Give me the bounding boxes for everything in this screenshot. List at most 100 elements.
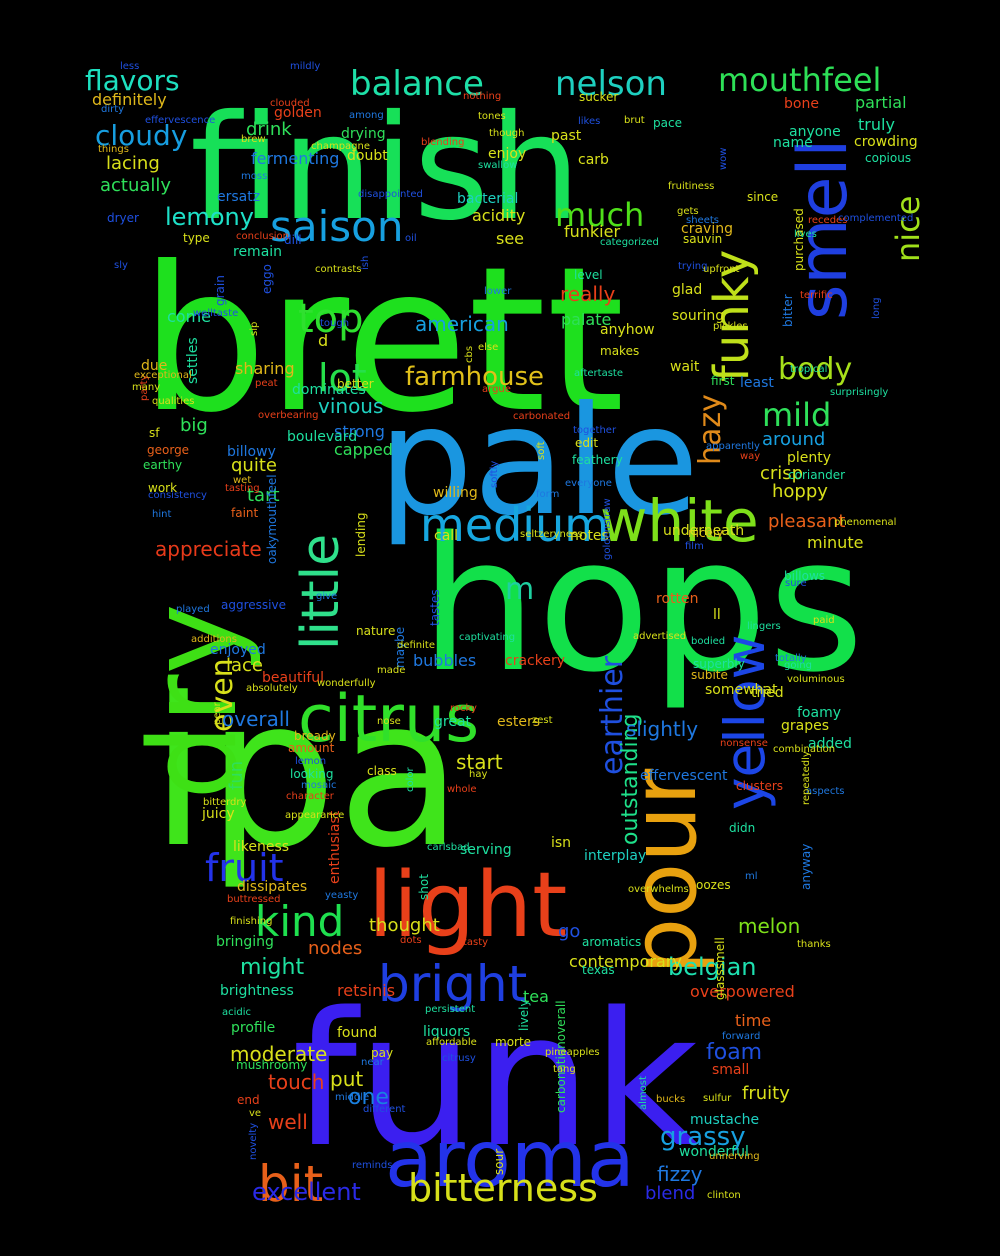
- word-aroma: aroma: [385, 1115, 635, 1206]
- word-brett: brett: [140, 224, 625, 457]
- word-lending: lending: [354, 512, 368, 558]
- word-sf: sf: [149, 426, 160, 441]
- word-shot: shot: [417, 874, 431, 900]
- word-name: name: [773, 134, 813, 151]
- word-faint: faint: [231, 506, 259, 521]
- word-definite: definite: [397, 639, 435, 651]
- word-nice: nice: [889, 195, 927, 262]
- word-disappointed: disappointed: [358, 188, 423, 200]
- word-funkier: funkier: [564, 221, 621, 241]
- word-enjoyed: enjoyed: [210, 641, 266, 658]
- word-body: body: [778, 352, 853, 388]
- word-better: better: [337, 377, 374, 392]
- word-tried: tried: [751, 684, 784, 701]
- word-hoppy: hoppy: [772, 481, 828, 503]
- word-work: work: [148, 481, 178, 496]
- word-nelson: nelson: [555, 64, 667, 105]
- word-terrific: terrific: [800, 289, 833, 301]
- word-white: white: [600, 487, 759, 556]
- word-beautiful: beautiful: [262, 669, 325, 686]
- word-bodied: bodied: [691, 635, 726, 647]
- word-excellent: excellent: [252, 1178, 361, 1207]
- word-type: type: [183, 231, 210, 246]
- word-pale: pale: [378, 375, 700, 549]
- word-nonsense: nonsense: [720, 737, 768, 749]
- word-quite: quite: [231, 455, 277, 477]
- word-crackery: crackery: [505, 652, 565, 669]
- word-totally: totally: [775, 652, 807, 664]
- word-less: less: [120, 60, 140, 72]
- word-lively: lively: [517, 999, 531, 1031]
- word-kind: kind: [255, 896, 345, 946]
- word-moderate: moderate: [230, 1041, 328, 1066]
- word-cbs: cbs: [464, 345, 475, 363]
- word-one: one: [348, 1084, 389, 1110]
- word-aftertaste: aftertaste: [574, 367, 623, 379]
- word-foamy: foamy: [797, 704, 841, 721]
- word-tones: tones: [478, 110, 506, 122]
- word-really: really: [560, 281, 616, 306]
- word-lemon: lemon: [295, 755, 327, 767]
- word-overpowered: overpowered: [690, 981, 795, 1001]
- word-esters: esters: [497, 713, 541, 730]
- word-call: call: [434, 527, 459, 544]
- word-start: start: [456, 749, 503, 774]
- word-almost: almost: [638, 1076, 649, 1110]
- word-edit: edit: [575, 436, 599, 451]
- word-tart: tart: [247, 485, 280, 507]
- word-contemporary: contemporary: [569, 951, 682, 971]
- word-sulfur: sulfur: [703, 1092, 732, 1104]
- word-somewhat: somewhat: [705, 681, 778, 698]
- word-contrasts: contrasts: [315, 263, 362, 275]
- word-overall: overall: [222, 706, 290, 731]
- word-doubt: doubt: [347, 147, 388, 164]
- word-lingers: lingers: [747, 620, 781, 632]
- word-carlsbad: carlsbad: [427, 841, 470, 853]
- word-capped: capped: [334, 439, 393, 459]
- word-pace: pace: [653, 116, 682, 131]
- word-level: level: [574, 268, 603, 283]
- word-clouded: clouded: [270, 97, 310, 109]
- word-tang: tang: [553, 1063, 576, 1075]
- word-softly: softly: [489, 460, 500, 488]
- word-dill: dill: [284, 233, 302, 248]
- word-fizzy: fizzy: [657, 1161, 703, 1186]
- word-touch: touch: [268, 1069, 325, 1094]
- word-moss: moss: [241, 170, 268, 182]
- word-partial: partial: [855, 92, 907, 112]
- word-novelty: novelty: [248, 1122, 259, 1160]
- word-crowding: crowding: [854, 133, 918, 150]
- word-conclusion: conclusion: [236, 230, 290, 242]
- word-captivating: captivating: [459, 631, 516, 643]
- word-buttressed: buttressed: [227, 893, 281, 905]
- word-mildly: mildly: [290, 60, 321, 72]
- word-crisp: crisp: [760, 463, 804, 485]
- word-saison: saison: [270, 201, 404, 251]
- word-anyway: anyway: [799, 843, 813, 890]
- word-hay: hay: [469, 768, 488, 780]
- word-bubbles: bubbles: [413, 650, 477, 670]
- word-isn: isn: [551, 834, 572, 851]
- word-subite: subite: [691, 668, 728, 683]
- word-middle: middle: [335, 1091, 370, 1103]
- word-since: since: [747, 190, 779, 205]
- word-way: way: [740, 450, 761, 462]
- word-anyone: anyone: [789, 123, 841, 140]
- word-truly: truly: [858, 114, 895, 134]
- word-played: played: [176, 603, 210, 615]
- word-effervescent: effervescent: [640, 767, 728, 784]
- word-bone: bone: [784, 95, 819, 112]
- word-nodes: nodes: [308, 938, 363, 960]
- word-funk: funk: [292, 972, 699, 1189]
- word-brut: brut: [624, 114, 645, 126]
- word-due: due: [141, 357, 168, 374]
- word-character: character: [286, 790, 334, 802]
- word-many: many: [132, 381, 161, 393]
- word-citrusy: citrusy: [442, 1052, 476, 1064]
- word-see: see: [496, 228, 525, 248]
- word-texas: texas: [582, 963, 615, 978]
- word-belgian: belgian: [668, 953, 757, 982]
- word-added: added: [808, 735, 852, 752]
- word-soft: soft: [536, 441, 547, 460]
- word-clinton: clinton: [707, 1189, 741, 1201]
